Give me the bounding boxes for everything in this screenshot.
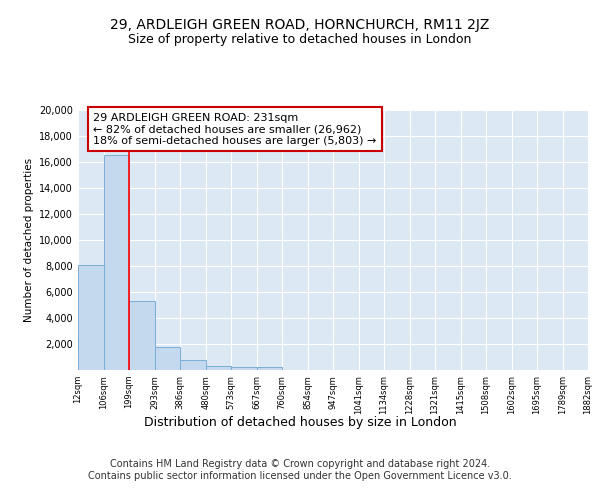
- Bar: [104, 156, 129, 370]
- Y-axis label: Number of detached properties: Number of detached properties: [24, 158, 34, 322]
- Text: Size of property relative to detached houses in London: Size of property relative to detached ho…: [128, 32, 472, 46]
- Text: 29 ARDLEIGH GREEN ROAD: 231sqm
← 82% of detached houses are smaller (26,962)
18%: 29 ARDLEIGH GREEN ROAD: 231sqm ← 82% of …: [94, 112, 377, 146]
- Text: 29, ARDLEIGH GREEN ROAD, HORNCHURCH, RM11 2JZ: 29, ARDLEIGH GREEN ROAD, HORNCHURCH, RM1…: [110, 18, 490, 32]
- Bar: [206, 366, 231, 370]
- Text: Contains HM Land Registry data © Crown copyright and database right 2024.
Contai: Contains HM Land Registry data © Crown c…: [88, 459, 512, 481]
- Bar: [180, 360, 206, 370]
- Bar: [231, 367, 257, 370]
- Bar: [78, 264, 104, 370]
- Bar: [155, 347, 180, 370]
- Text: Distribution of detached houses by size in London: Distribution of detached houses by size …: [143, 416, 457, 429]
- Bar: [129, 301, 155, 370]
- Bar: [257, 367, 282, 370]
